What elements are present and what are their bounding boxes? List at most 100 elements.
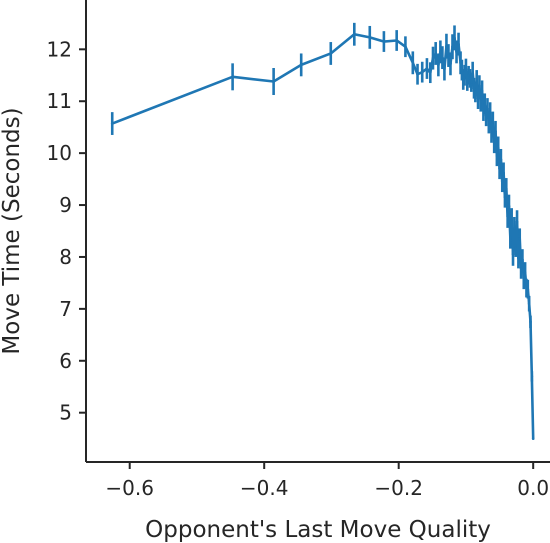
y-tick-label: 11 [47, 89, 72, 113]
data-point [472, 86, 476, 90]
data-point [457, 42, 460, 46]
data-point [470, 81, 473, 84]
x-tick-label: −0.2 [374, 476, 423, 500]
data-point [231, 75, 234, 79]
x-tick-label: 0.0 [517, 476, 549, 500]
data-point [441, 56, 444, 59]
data-point [429, 71, 432, 74]
series-line [110, 32, 535, 440]
y-tick-label: 8 [59, 245, 72, 269]
data-point [479, 99, 483, 103]
data-point [467, 73, 470, 77]
data-point [482, 109, 485, 112]
data-point [513, 227, 516, 230]
data-point [474, 90, 477, 94]
data-point [522, 277, 526, 281]
data-point [487, 121, 491, 125]
plot-area [110, 22, 535, 440]
data-point [507, 204, 511, 208]
data-point [272, 80, 275, 83]
data-point [463, 73, 466, 77]
data-point [503, 195, 507, 199]
data-point [404, 45, 407, 49]
data-point [504, 187, 508, 190]
data-point [434, 52, 437, 55]
data-point [494, 130, 497, 133]
data-point [496, 145, 500, 149]
data-point [523, 271, 527, 274]
data-point [483, 102, 487, 106]
data-point [439, 50, 442, 54]
y-tick-label: 9 [59, 193, 72, 217]
y-tick-label: 5 [59, 401, 72, 425]
x-tick-label: −0.4 [240, 476, 289, 500]
data-point [490, 131, 493, 134]
data-point [500, 180, 504, 183]
data-point [449, 62, 452, 66]
data-point [464, 67, 468, 71]
data-point [495, 154, 499, 158]
data-point [447, 54, 450, 57]
data-point [368, 36, 372, 39]
x-tick-label: −0.6 [105, 476, 154, 500]
data-point [518, 237, 522, 241]
y-tick-label: 6 [59, 349, 72, 373]
data-point [329, 52, 333, 55]
data-point [437, 63, 440, 67]
data-point [411, 61, 415, 65]
data-point [492, 141, 496, 145]
data-point [519, 267, 523, 270]
data-point [395, 39, 398, 42]
data-point [110, 122, 114, 125]
data-point [425, 67, 429, 70]
data-point [509, 235, 512, 239]
data-point [455, 50, 458, 54]
data-point [416, 72, 419, 76]
data-point [465, 80, 469, 83]
data-point [527, 302, 531, 305]
data-point [420, 70, 424, 74]
y-tick-label: 12 [47, 37, 72, 61]
data-point [506, 215, 509, 218]
data-point [499, 158, 503, 161]
data-point [510, 218, 513, 221]
ticks: −0.6 −0.4 −0.2 0.0 5 6 7 8 9 10 11 12 [47, 37, 550, 500]
data-point [526, 287, 530, 291]
data-point [431, 56, 435, 60]
data-point [353, 32, 356, 36]
y-axis-label: Move Time (Seconds) [0, 107, 25, 354]
data-point [468, 77, 472, 80]
data-point [453, 36, 456, 40]
data-point [502, 171, 505, 175]
data-point [498, 167, 501, 171]
data-point [486, 107, 489, 110]
data-point [471, 70, 474, 74]
x-axis-label: Opponent's Last Move Quality [145, 517, 491, 543]
data-point [460, 68, 464, 72]
data-point [529, 320, 532, 324]
axes [85, 0, 550, 463]
data-point [521, 258, 524, 261]
data-point [484, 114, 488, 118]
data-point [461, 78, 465, 81]
data-point [476, 97, 480, 100]
data-point [515, 220, 519, 223]
data-point [459, 61, 462, 65]
data-point [480, 89, 484, 93]
data-point [491, 120, 495, 124]
data-point [488, 111, 492, 114]
data-point [531, 437, 535, 440]
y-tick-label: 7 [59, 297, 72, 321]
data-point [445, 44, 448, 48]
data-point [514, 244, 518, 247]
data-point [382, 40, 386, 43]
data-point [299, 63, 303, 67]
data-point [451, 45, 454, 49]
data-point [475, 79, 479, 82]
data-point [443, 67, 446, 71]
data-point [511, 253, 515, 256]
data-point [517, 256, 520, 260]
y-tick-label: 10 [47, 141, 72, 165]
